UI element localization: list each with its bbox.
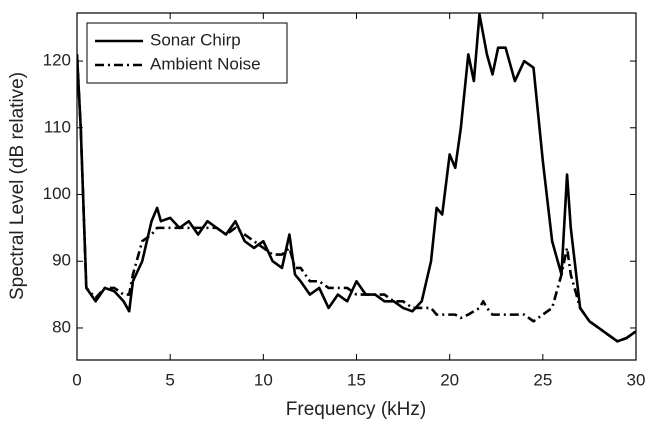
y-tick-label: 110	[44, 117, 71, 136]
x-axis-label: Frequency (kHz)	[286, 399, 426, 420]
legend-label: Ambient Noise	[150, 54, 261, 73]
y-tick-label: 80	[52, 317, 71, 336]
x-tick-label: 20	[440, 370, 459, 389]
y-axis-label: Spectral Level (dB relative)	[7, 72, 28, 300]
x-tick-label: 25	[533, 370, 552, 389]
plot-frame	[76, 12, 637, 361]
legend-box	[86, 22, 288, 84]
y-tick-label: 100	[43, 184, 71, 203]
x-tick-label: 5	[165, 370, 174, 389]
x-tick-label: 30	[627, 370, 646, 389]
y-tick-label: 120	[43, 51, 71, 70]
x-tick-label: 0	[72, 370, 81, 389]
x-tick-label: 10	[254, 370, 273, 389]
x-tick-label: 15	[347, 370, 366, 389]
series-line	[77, 54, 636, 343]
legend-label: Sonar Chirp	[150, 30, 241, 49]
y-tick-label: 90	[52, 251, 71, 270]
